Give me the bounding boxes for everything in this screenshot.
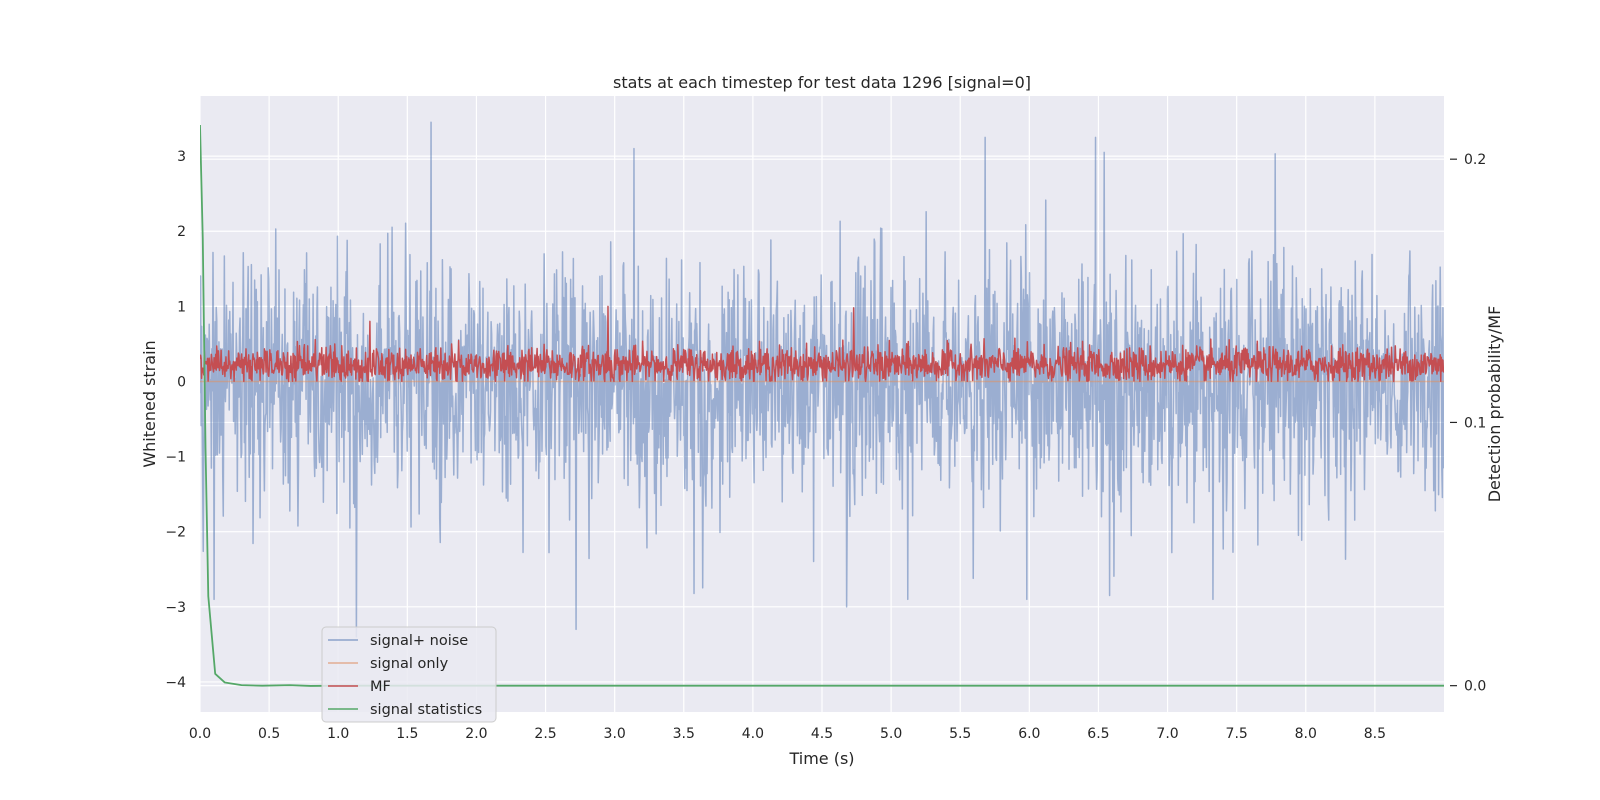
y-tick-labels: 3 2 1 0 −1 −2 −3 −4 [165, 149, 186, 691]
legend-label-signal-noise: signal+ noise [370, 633, 468, 649]
y-tick-label: 1 [177, 299, 186, 315]
legend: signal+ noise signal only MF signal stat… [321, 626, 497, 723]
chart-title: stats at each timestep for test data 129… [613, 73, 1031, 92]
legend-label-signal-statistics: signal statistics [370, 702, 482, 718]
x-tick-label: 0.0 [189, 726, 211, 742]
x-tick-label: 0.5 [258, 726, 280, 742]
x-tick-label: 7.0 [1156, 726, 1178, 742]
y2-tick-label: 0.1 [1464, 415, 1486, 431]
x-tick-label: 3.5 [673, 726, 695, 742]
y2-tick-label: 0.0 [1464, 679, 1486, 695]
y-tick-label: 3 [177, 149, 186, 165]
y-tick-label: −4 [165, 675, 186, 691]
x-tick-label: 1.5 [396, 726, 418, 742]
x-tick-label: 5.5 [949, 726, 971, 742]
x-tick-label: 4.5 [811, 726, 833, 742]
series-layer [200, 121, 1444, 687]
x-axis-label: Time (s) [788, 749, 854, 768]
y-tick-label: −2 [165, 525, 186, 541]
y-tick-label: −3 [165, 600, 186, 616]
x-tick-label: 8.0 [1295, 726, 1317, 742]
x-tick-label: 8.5 [1364, 726, 1386, 742]
y2-tick-labels: 0.2 0.1 0.0 [1450, 152, 1486, 695]
legend-label-signal-only: signal only [370, 656, 449, 672]
y2-tick-label: 0.2 [1464, 152, 1486, 168]
x-tick-label: 2.5 [534, 726, 556, 742]
x-tick-label: 3.0 [604, 726, 626, 742]
y-axis-label: Whitened strain [140, 340, 159, 467]
y-tick-label: 0 [177, 374, 186, 390]
x-tick-label: 4.0 [742, 726, 764, 742]
x-tick-label: 5.0 [880, 726, 902, 742]
x-tick-label: 7.5 [1226, 726, 1248, 742]
x-tick-label: 1.0 [327, 726, 349, 742]
legend-label-mf: MF [370, 679, 391, 695]
x-tick-label: 6.5 [1087, 726, 1109, 742]
x-tick-labels: 0.0 0.5 1.0 1.5 2.0 2.5 3.0 3.5 4.0 4.5 5.0 5.5 6.0 6… [189, 726, 1386, 742]
y2-axis-label: Detection probability/MF [1485, 306, 1504, 503]
y-tick-label: 2 [177, 224, 186, 240]
y-tick-label: −1 [165, 450, 186, 466]
x-tick-label: 2.0 [465, 726, 487, 742]
series-mf [200, 305, 1444, 383]
series-signal-statistics [200, 124, 1444, 687]
x-tick-label: 6.0 [1018, 726, 1040, 742]
legend-box [321, 626, 497, 723]
